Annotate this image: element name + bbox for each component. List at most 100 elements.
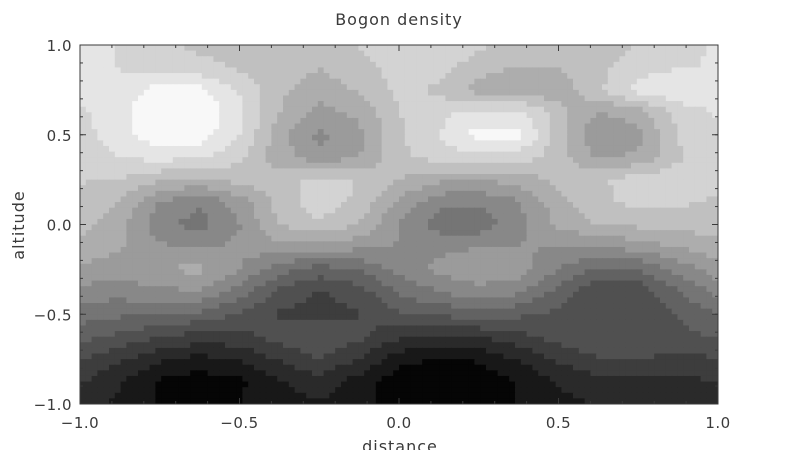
contour-cell xyxy=(109,101,116,108)
contour-cell xyxy=(607,241,615,248)
contour-cell xyxy=(433,106,441,113)
contour-cell xyxy=(370,78,377,85)
contour-cell xyxy=(654,280,661,287)
contour-cell xyxy=(259,280,267,287)
contour-cell xyxy=(126,168,133,175)
contour-cell xyxy=(445,117,452,125)
contour-cell xyxy=(364,117,371,125)
contour-cell xyxy=(642,280,649,287)
contour-cell xyxy=(422,202,429,209)
contour-cell xyxy=(665,185,673,192)
contour-cell xyxy=(642,117,649,125)
contour-cell xyxy=(143,78,151,85)
contour-cell xyxy=(491,230,499,237)
contour-cell xyxy=(167,112,174,119)
contour-cell xyxy=(114,106,122,113)
contour-cell xyxy=(375,162,383,170)
contour-cell xyxy=(323,117,330,125)
contour-cell xyxy=(230,190,238,198)
contour-cell xyxy=(468,106,475,113)
contour-cell xyxy=(573,190,580,198)
contour-cell xyxy=(584,291,591,299)
contour-cell xyxy=(254,101,261,108)
contour-cell xyxy=(387,269,394,276)
contour-cell xyxy=(451,73,458,80)
contour-cell xyxy=(230,78,238,85)
contour-cell xyxy=(358,179,365,186)
contour-cell xyxy=(213,129,220,136)
contour-cell xyxy=(474,95,481,102)
contour-cell xyxy=(91,61,98,69)
contour-cell xyxy=(364,112,371,119)
contour-cell xyxy=(671,112,678,119)
contour-cell xyxy=(549,246,557,254)
contour-cell xyxy=(515,196,522,203)
contour-cell xyxy=(526,157,533,164)
contour-cell xyxy=(161,168,168,175)
contour-cell xyxy=(671,174,678,181)
contour-cell xyxy=(480,50,487,57)
contour-cell xyxy=(126,112,133,119)
contour-cell xyxy=(694,89,702,97)
contour-cell xyxy=(364,157,371,164)
contour-cell xyxy=(491,246,499,254)
contour-cell xyxy=(544,56,551,63)
contour-cell xyxy=(503,45,510,52)
contour-cell xyxy=(451,207,458,214)
contour-cell xyxy=(404,123,412,130)
contour-cell xyxy=(660,213,667,220)
contour-cell xyxy=(190,67,197,74)
contour-cell xyxy=(689,213,696,220)
contour-cell xyxy=(636,89,644,97)
contour-cell xyxy=(689,50,696,57)
contour-cell xyxy=(259,168,267,175)
contour-cell xyxy=(352,224,359,231)
contour-cell xyxy=(422,291,429,299)
contour-cell xyxy=(138,61,145,69)
contour-cell xyxy=(370,168,377,175)
contour-cell xyxy=(375,230,383,237)
contour-cell xyxy=(700,84,707,91)
contour-cell xyxy=(700,179,707,186)
contour-cell xyxy=(602,84,609,91)
contour-cell xyxy=(143,174,151,181)
contour-cell xyxy=(155,123,162,130)
contour-cell xyxy=(225,50,232,57)
contour-cell xyxy=(172,235,180,242)
contour-cell xyxy=(642,106,649,113)
contour-cell xyxy=(578,280,586,287)
contour-cell xyxy=(399,246,406,254)
contour-cell xyxy=(538,61,545,69)
contour-cell xyxy=(103,67,110,74)
contour-cell xyxy=(544,140,551,147)
contour-cell xyxy=(306,179,313,186)
contour-cell xyxy=(364,269,371,276)
contour-cell xyxy=(700,157,707,164)
contour-cell xyxy=(526,67,533,74)
contour-cell xyxy=(85,129,93,136)
contour-cell xyxy=(439,145,446,153)
contour-cell xyxy=(346,202,354,209)
contour-cell xyxy=(410,196,417,203)
contour-cell xyxy=(138,297,145,304)
contour-cell xyxy=(288,196,296,203)
contour-cell xyxy=(178,258,185,265)
contour-cell xyxy=(491,61,499,69)
contour-cell xyxy=(526,190,533,198)
contour-cell xyxy=(451,117,458,125)
contour-cell xyxy=(358,67,365,74)
contour-cell xyxy=(619,246,626,254)
contour-cell xyxy=(497,269,504,276)
contour-cell xyxy=(370,185,377,192)
contour-cell xyxy=(352,67,359,74)
contour-cell xyxy=(584,286,591,293)
contour-cell xyxy=(619,207,626,214)
contour-cell xyxy=(161,196,168,203)
contour-cell xyxy=(491,140,499,147)
contour-cell xyxy=(213,280,220,287)
contour-cell xyxy=(143,129,151,136)
contour-cell xyxy=(85,157,93,164)
contour-cell xyxy=(712,230,718,237)
contour-cell xyxy=(549,157,557,164)
contour-cell xyxy=(607,174,615,181)
